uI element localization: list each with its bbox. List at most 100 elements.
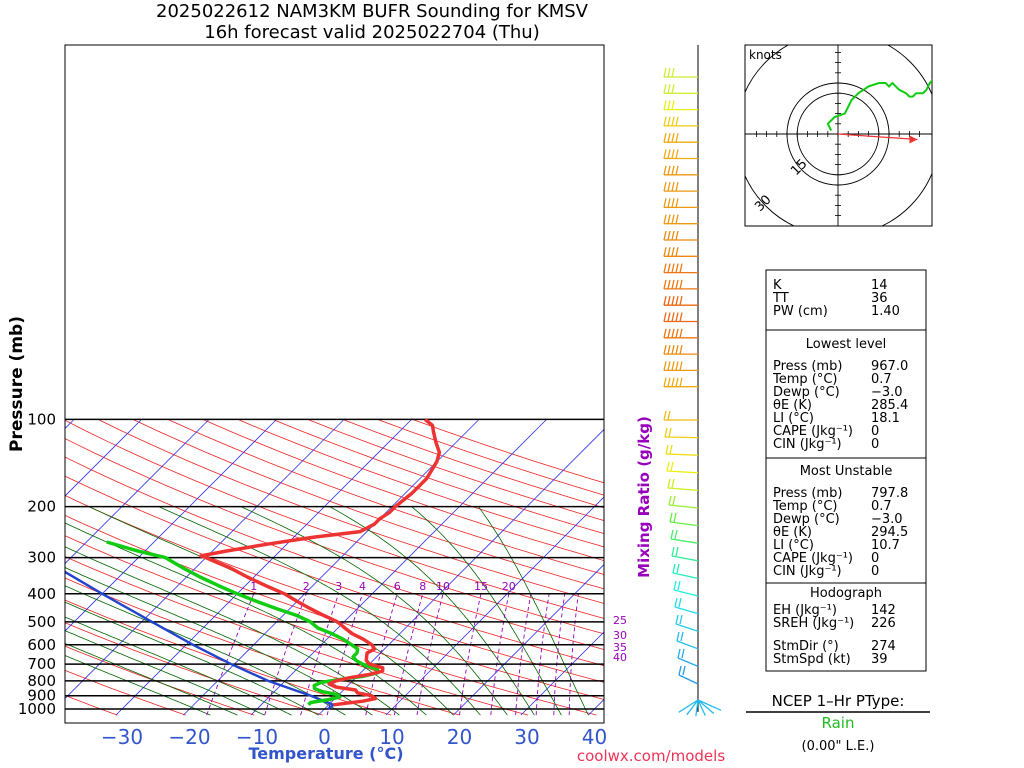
isobars — [65, 418, 604, 710]
mixing-ratio-line — [264, 593, 307, 716]
wind-barb — [663, 296, 698, 306]
mixing-ratio-line — [515, 593, 532, 716]
isotherm-line — [65, 419, 345, 700]
temperature-tick-label: −10 — [236, 725, 278, 749]
lowest-level-row-value: 285.4 — [871, 398, 908, 413]
wind-barb — [673, 580, 699, 597]
wind-barb — [666, 461, 699, 474]
dry-adiabat-line — [65, 475, 604, 667]
hodograph-frame — [744, 44, 933, 227]
mixing-ratio-line — [393, 593, 424, 716]
wind-barb — [663, 116, 698, 127]
wind-barb — [665, 444, 699, 456]
storm-motion-vector — [837, 133, 918, 141]
indices-box-frame — [765, 269, 927, 672]
dewpoint-trace — [106, 540, 380, 707]
wind-barb — [663, 410, 698, 421]
storm-row-label: StmSpd (kt) — [773, 652, 851, 667]
lowest-level-row-value: 18.1 — [871, 411, 900, 426]
moist-adiabat-line — [65, 522, 427, 716]
mixing-ratio-line — [490, 593, 510, 716]
most-unstable-row-value: 0 — [871, 564, 879, 579]
moist-adiabats — [65, 506, 589, 716]
plot-frame — [64, 44, 605, 724]
isotherm-line — [250, 419, 547, 716]
wind-barb — [675, 614, 699, 632]
wind-barb — [663, 149, 698, 160]
mixing-ratio-tick-label: 1 — [250, 580, 257, 593]
mixing-ratio-tick-label: 4 — [359, 580, 366, 593]
dry-adiabat-line — [65, 622, 323, 716]
mixing-ratio-side-label: 30 — [613, 629, 627, 642]
pressure-tick-label: 900 — [27, 687, 56, 705]
isotherm-line — [65, 419, 277, 632]
x-axis-label: Temperature (°C) — [248, 744, 403, 763]
isotherm-line — [0, 419, 7, 715]
isotherm-line — [453, 563, 604, 716]
wind-barb — [695, 699, 699, 717]
moist-adiabat-line — [65, 567, 373, 716]
dry-adiabat-line — [132, 419, 604, 590]
wind-barb — [678, 665, 699, 685]
index-row-value: 14 — [871, 278, 888, 293]
moist-adiabat-line — [329, 506, 535, 716]
dry-adiabat-line — [65, 669, 186, 716]
most-unstable-row-label: CAPE (Jkg⁻¹) — [773, 551, 853, 566]
storm-row-label: StmDir (°) — [773, 639, 839, 654]
lowest-level-row-label: θE (K) — [773, 398, 812, 413]
lowest-level-row-label: LI (°C) — [773, 411, 814, 426]
wind-barb — [663, 84, 698, 94]
dry-adiabat-line — [65, 645, 255, 716]
wind-barb — [670, 529, 699, 544]
lowest-level-row-value: 0 — [871, 437, 879, 452]
dry-adiabat-line — [65, 456, 604, 650]
mixing-ratio-line — [459, 593, 482, 716]
lowest-level-row-value: 0 — [871, 424, 879, 439]
isotherm-line — [65, 419, 142, 497]
lowest-level-row-label: Dewp (°C) — [773, 385, 840, 400]
wind-barb — [669, 512, 699, 527]
mixing-ratio-line — [206, 593, 255, 716]
mixing-ratio-tick-label: 3 — [335, 580, 342, 593]
lowest-level-row-label: Press (mb) — [773, 359, 842, 374]
ptype-value: Rain — [822, 714, 855, 732]
temperature-tick-labels: −30 −20 −10 0 10 20 30 40 — [101, 725, 607, 749]
lowest-level-row-value: 967.0 — [871, 359, 908, 374]
lowest-level-title: Lowest level — [806, 337, 887, 352]
pressure-tick-label: 1000 — [18, 700, 56, 718]
temperature-trace — [199, 418, 442, 707]
chart-title-line1: 2025022612 NAM3KM BUFR Sounding for KMSV — [156, 1, 589, 22]
most-unstable-row-value: 10.7 — [871, 538, 900, 553]
moist-adiabat-line — [65, 630, 265, 716]
chart-title-line2: 16h forecast valid 2025022704 (Thu) — [204, 22, 539, 43]
wind-barb — [663, 344, 698, 355]
skewt-plot-area — [0, 44, 605, 724]
mixing-ratio-line — [326, 593, 363, 716]
lowest-level-row-label: Temp (°C) — [772, 372, 838, 387]
wind-barb — [663, 214, 698, 225]
dry-adiabats — [65, 419, 604, 716]
wind-barb — [668, 495, 699, 509]
dry-adiabat-line — [65, 577, 460, 716]
mixing-ratio-tick-label: 20 — [502, 580, 516, 593]
wind-barb — [686, 699, 699, 716]
mixing-ratio-side-label: 40 — [613, 651, 627, 664]
ptype-amount: (0.00" L.E.) — [802, 739, 875, 754]
wind-barb — [663, 279, 698, 290]
wind-barb-column — [663, 45, 722, 717]
index-row-label: K — [773, 278, 782, 293]
pressure-tick-label: 100 — [27, 410, 56, 428]
storm-row-value: 39 — [871, 652, 888, 667]
dry-adiabat-line — [65, 556, 529, 716]
pressure-tick-label: 700 — [27, 655, 56, 673]
most-unstable-row-label: θE (K) — [773, 525, 812, 540]
index-row-label: PW (cm) — [773, 304, 828, 319]
mixing-ratio-axis-label: Mixing Ratio (g/kg) — [635, 416, 653, 578]
wind-barb — [663, 263, 698, 274]
wind-barb — [663, 230, 698, 241]
moist-adiabat-line — [65, 642, 238, 716]
pressure-tick-label: 800 — [27, 672, 56, 690]
dry-adiabat-line — [65, 419, 604, 619]
